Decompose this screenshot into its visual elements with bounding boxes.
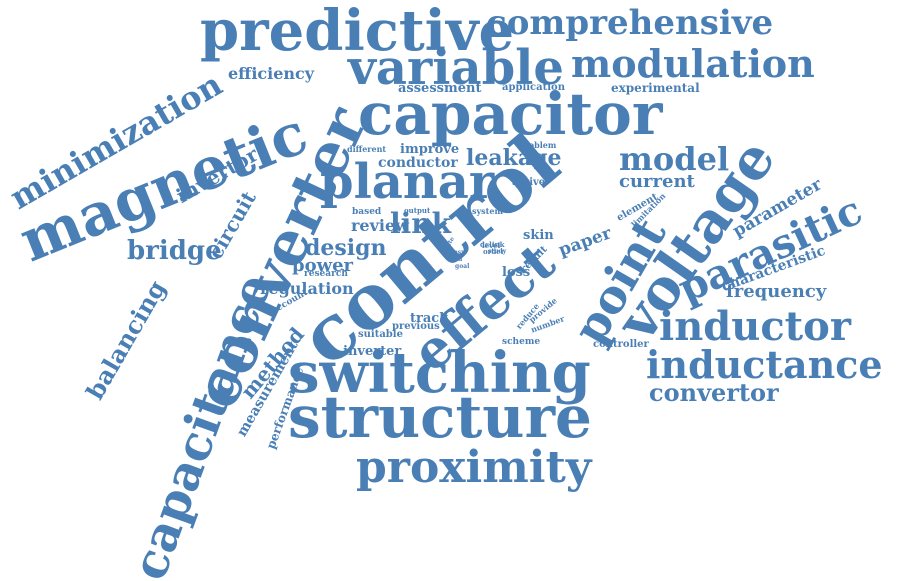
word-leakage: leakage bbox=[466, 145, 562, 171]
word-easy: easy bbox=[450, 249, 465, 256]
word-structure: structure bbox=[288, 383, 592, 451]
word-dclink: dclink bbox=[480, 240, 505, 249]
word-switching: switching bbox=[288, 340, 591, 406]
word-power: power bbox=[292, 255, 354, 276]
word-predictive: predictive bbox=[200, 0, 515, 64]
word-balancing: balancing bbox=[80, 275, 172, 405]
word-convertor: convertor bbox=[649, 378, 779, 407]
word-bridge: bridge bbox=[127, 236, 222, 266]
word-output: output bbox=[404, 206, 431, 215]
word-controller: controller bbox=[593, 339, 649, 350]
word-design: design bbox=[305, 235, 387, 261]
word-model: model bbox=[619, 140, 730, 178]
word-active: active bbox=[512, 177, 546, 188]
word-study: study bbox=[488, 248, 507, 255]
word-planar: planar bbox=[320, 154, 495, 210]
word-suitable: suitable bbox=[358, 329, 403, 340]
word-assessment: assessment bbox=[398, 81, 482, 96]
word-inductance: inductance bbox=[646, 342, 883, 387]
word-order: order bbox=[483, 247, 505, 256]
word-inverter: inverter bbox=[343, 344, 402, 359]
word-loss: loss bbox=[502, 265, 531, 280]
word-based: based bbox=[352, 207, 382, 217]
word-improve: improve bbox=[400, 142, 460, 157]
word-experimental: experimental bbox=[611, 81, 700, 95]
word-current: current bbox=[619, 171, 695, 192]
word-efficiency: efficiency bbox=[228, 64, 315, 83]
word-different: different bbox=[347, 144, 387, 154]
word-track: track bbox=[410, 311, 449, 326]
word-skin: skin bbox=[523, 228, 554, 243]
word-load: load bbox=[448, 256, 463, 263]
word-capacitor: capacitor bbox=[358, 80, 663, 148]
word-frequency: frequency bbox=[726, 281, 827, 302]
word-inductor: inductor bbox=[659, 303, 851, 350]
word-comprehensive: comprehensive bbox=[486, 3, 774, 43]
word-proximity: proximity bbox=[356, 442, 592, 493]
word-modulation: modulation bbox=[571, 41, 815, 86]
word-research: research bbox=[304, 269, 348, 279]
word-problem: problem bbox=[519, 140, 557, 150]
word-conductor: conductor bbox=[378, 155, 458, 171]
word-variable: variable bbox=[348, 40, 564, 96]
word-link: link bbox=[390, 207, 452, 240]
word-previous: previous bbox=[392, 321, 440, 332]
word-review: review bbox=[351, 216, 409, 235]
word-level: level bbox=[482, 241, 501, 250]
word-system: system bbox=[472, 206, 503, 216]
word-application: application bbox=[502, 82, 565, 93]
word-regulation: regulation bbox=[260, 279, 354, 298]
word-goal: goal bbox=[455, 263, 470, 270]
word-scheme: scheme bbox=[502, 337, 541, 347]
